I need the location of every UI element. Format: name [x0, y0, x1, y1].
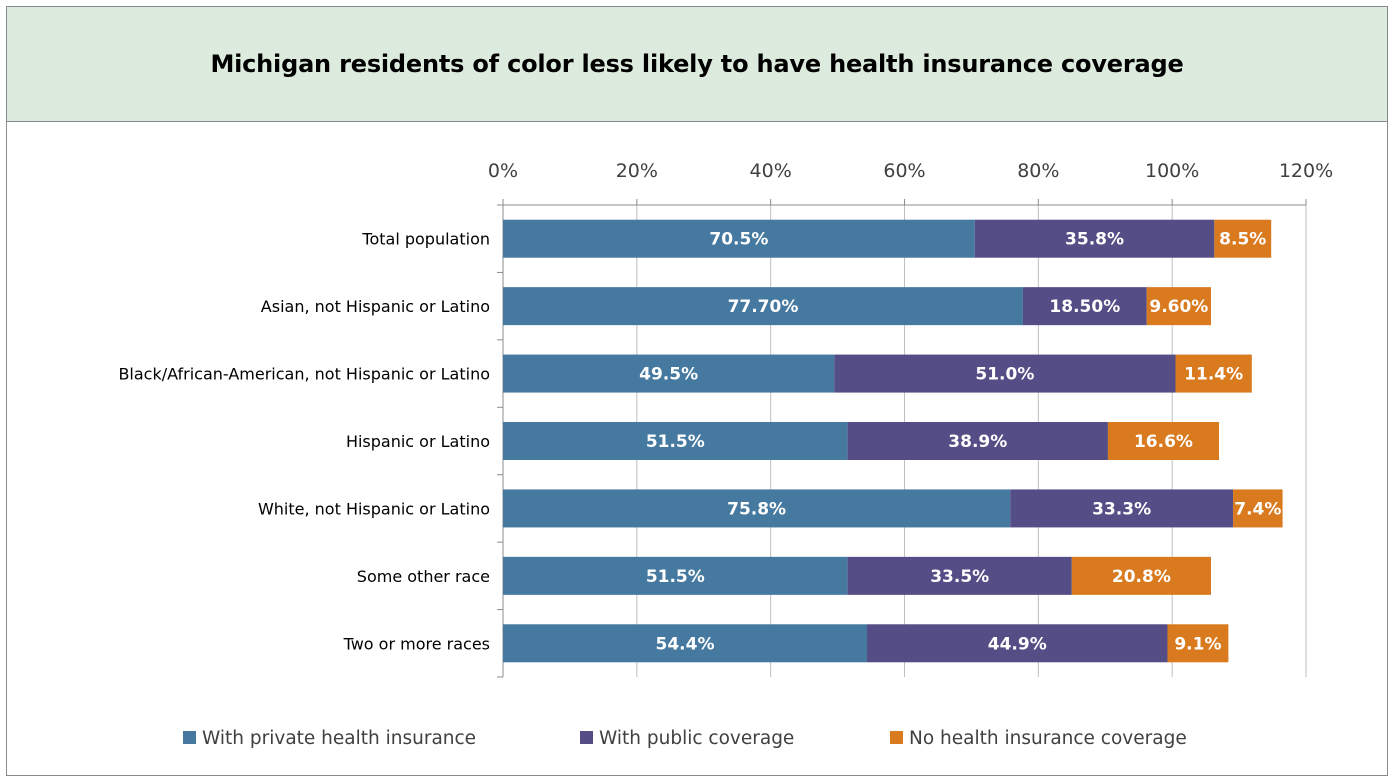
bar-segment — [834, 354, 1176, 393]
bar-segment — [1107, 422, 1220, 460]
legend-swatch — [580, 731, 593, 744]
bar-segment — [503, 624, 868, 663]
category-label: Hispanic or Latino — [346, 432, 490, 451]
bar-segment — [847, 422, 1108, 460]
x-tick-label: 20% — [616, 160, 658, 182]
data-label: 35.8% — [1065, 230, 1124, 250]
bar-segment — [1022, 287, 1147, 326]
category-label: Two or more races — [343, 634, 490, 653]
bar-segment — [503, 489, 1011, 528]
bar-segment — [1167, 624, 1229, 663]
data-label: 11.4% — [1184, 365, 1243, 385]
bar-segment — [867, 624, 1168, 663]
title-bar: Michigan residents of color less likely … — [7, 7, 1387, 122]
bar-segment — [1146, 287, 1211, 326]
data-label: 38.9% — [948, 432, 1007, 452]
x-tick-label: 100% — [1145, 160, 1199, 182]
category-label: White, not Hispanic or Latino — [258, 499, 490, 518]
data-label: 7.4% — [1234, 499, 1281, 519]
bar-segment — [1175, 354, 1252, 393]
category-label: Black/African-American, not Hispanic or … — [118, 365, 490, 384]
legend-swatch — [890, 731, 903, 744]
category-label: Asian, not Hispanic or Latino — [261, 297, 490, 316]
data-label: 75.8% — [727, 499, 786, 519]
category-label: Total population — [361, 230, 490, 249]
x-tick-label: 60% — [883, 160, 925, 182]
x-tick-label: 80% — [1017, 160, 1059, 182]
data-label: 33.5% — [930, 567, 989, 587]
bar-segment — [1233, 489, 1283, 528]
bar-segment — [503, 354, 835, 393]
data-label: 51.5% — [646, 567, 705, 587]
x-tick-label: 40% — [750, 160, 792, 182]
x-tick-label: 0% — [488, 160, 518, 182]
legend-label: With private health insurance — [202, 728, 476, 749]
bar-segment — [503, 556, 848, 595]
data-label: 8.5% — [1219, 230, 1266, 250]
bar-segment — [503, 219, 975, 258]
data-label: 44.9% — [988, 634, 1047, 654]
data-label: 51.0% — [975, 365, 1034, 385]
data-label: 70.5% — [709, 230, 768, 250]
data-label: 16.6% — [1134, 432, 1193, 452]
bar-segment — [1010, 489, 1234, 528]
data-label: 54.4% — [656, 634, 715, 654]
legend-label: With public coverage — [599, 728, 794, 749]
data-label: 49.5% — [639, 365, 698, 385]
data-label: 9.60% — [1149, 297, 1208, 317]
data-label: 33.3% — [1092, 499, 1151, 519]
legend-label: No health insurance coverage — [909, 728, 1187, 749]
bar-segment — [847, 556, 1072, 595]
bar-segment — [1214, 219, 1272, 258]
data-label: 77.70% — [728, 297, 799, 317]
x-tick-label: 120% — [1279, 160, 1333, 182]
bar-segment — [503, 287, 1023, 326]
legend-swatch — [183, 731, 196, 744]
data-label: 20.8% — [1112, 567, 1171, 587]
category-label: Some other race — [357, 567, 490, 586]
bar-segment — [503, 422, 848, 460]
data-label: 18.50% — [1049, 297, 1120, 317]
bar-segment — [1071, 556, 1211, 595]
data-label: 51.5% — [646, 432, 705, 452]
data-label: 9.1% — [1174, 634, 1221, 654]
bar-segment — [974, 219, 1215, 258]
chart-title: Michigan residents of color less likely … — [210, 50, 1184, 78]
